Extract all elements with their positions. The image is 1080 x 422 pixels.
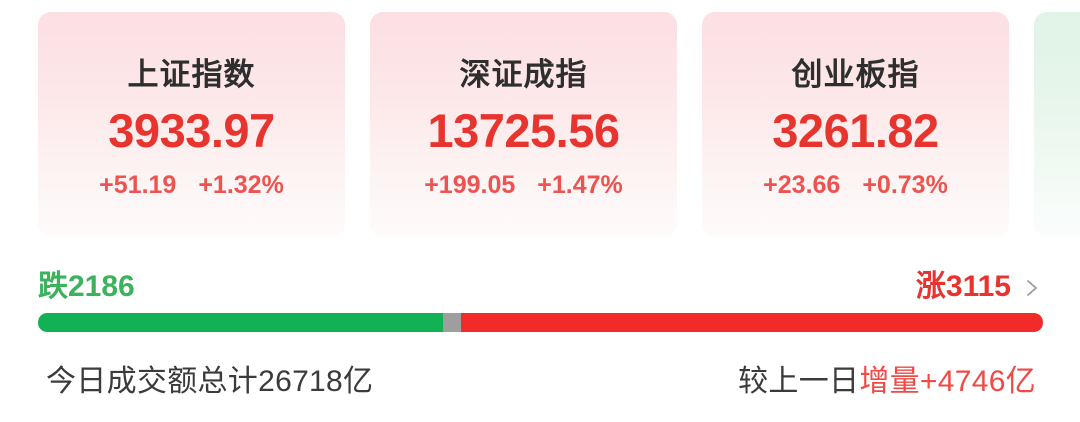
- advancing-count-label: 涨3115: [915, 270, 1011, 303]
- bar-segment-advancing: [461, 313, 1043, 332]
- turnover-comparison: 较上一日增量+4746亿: [738, 367, 1036, 397]
- index-deltas: +199.05 +1.47%: [424, 173, 623, 198]
- index-card-strip: 上证指数 3933.97 +51.19 +1.32% 深证成指 13725.56…: [38, 12, 1080, 237]
- index-card-partial-next[interactable]: [1034, 12, 1080, 237]
- declining-count-label: 跌2186: [38, 270, 135, 303]
- total-turnover-text: 今日成交额总计26718亿: [46, 365, 374, 398]
- turnover-summary-row: 今日成交额总计26718亿 较上一日增量+4746亿: [46, 367, 1036, 397]
- bar-segment-declining: [38, 313, 443, 332]
- index-deltas: +23.66 +0.73%: [763, 173, 948, 198]
- index-change-percent: +1.47%: [537, 171, 623, 199]
- index-value: 3261.82: [772, 104, 939, 157]
- comparison-delta: 增量+4746亿: [859, 365, 1036, 398]
- chevron-right-icon[interactable]: [1021, 277, 1043, 299]
- breadth-labels-row: 跌2186 涨3115: [38, 272, 1043, 302]
- index-name: 创业板指: [791, 57, 920, 92]
- index-change-percent: +1.32%: [198, 171, 284, 199]
- index-change-absolute: +23.66: [763, 171, 841, 199]
- bar-segment-unchanged: [443, 313, 462, 332]
- index-change-percent: +0.73%: [862, 171, 948, 199]
- index-value: 13725.56: [427, 104, 620, 157]
- index-value: 3933.97: [108, 104, 275, 157]
- index-change-absolute: +199.05: [424, 171, 516, 199]
- index-name: 上证指数: [127, 57, 256, 92]
- comparison-prefix: 较上一日: [738, 365, 860, 398]
- index-name: 深证成指: [459, 57, 588, 92]
- index-change-absolute: +51.19: [99, 171, 177, 199]
- advancing-group[interactable]: 涨3115: [916, 272, 1043, 302]
- index-card-chinext[interactable]: 创业板指 3261.82 +23.66 +0.73%: [702, 12, 1009, 237]
- index-card-shanghai[interactable]: 上证指数 3933.97 +51.19 +1.32%: [38, 12, 345, 237]
- advance-decline-bar[interactable]: [38, 313, 1043, 332]
- index-deltas: +51.19 +1.32%: [99, 173, 284, 198]
- index-card-shenzhen[interactable]: 深证成指 13725.56 +199.05 +1.47%: [370, 12, 677, 237]
